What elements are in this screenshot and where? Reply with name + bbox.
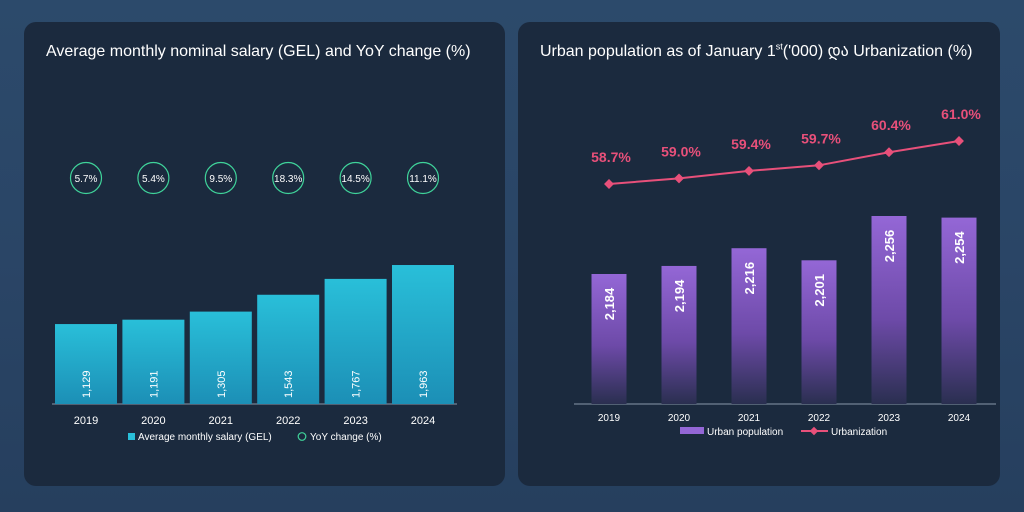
yoy-value-2021: 9.5% xyxy=(209,174,232,185)
salary-value-2021: 1,305 xyxy=(216,370,228,398)
legend-urban-swatch xyxy=(680,427,704,434)
urban-title-sup: st xyxy=(775,41,783,52)
urban-value-2022: 2,201 xyxy=(812,274,827,307)
urban-title-rest: ('000) და Urbanization (%) xyxy=(782,43,973,60)
x-tick-2019: 2019 xyxy=(74,415,98,427)
urbanization-value-2019: 58.7% xyxy=(591,149,631,165)
salary-chart-panel: Average monthly nominal salary (GEL) and… xyxy=(24,22,505,486)
salary-bar-2019 xyxy=(55,324,117,404)
yoy-value-2024: 11.1% xyxy=(409,174,437,185)
urban-value-2023: 2,256 xyxy=(882,230,897,263)
urban-chart-title: Urban population as of January 1st('000)… xyxy=(540,42,980,62)
salary-value-2019: 1,129 xyxy=(81,370,93,398)
urban-value-2020: 2,194 xyxy=(672,279,687,312)
urban-bar-2020 xyxy=(661,265,697,404)
salary-bar-2022 xyxy=(257,294,320,404)
salary-value-2022: 1,543 xyxy=(283,370,295,398)
urban-bar-2019 xyxy=(591,274,627,404)
urbanization-value-2022: 59.7% xyxy=(801,130,841,146)
urbanization-marker-2020 xyxy=(674,173,684,184)
legend-yoy-marker xyxy=(297,432,307,441)
urban-bar-2024 xyxy=(941,217,977,404)
x-tick-2021: 2021 xyxy=(738,413,761,424)
x-tick-2022: 2022 xyxy=(276,415,300,427)
yoy-value-2020: 5.4% xyxy=(142,174,165,185)
urban-chart-panel: Urban population as of January 1st('000)… xyxy=(518,22,1000,486)
salary-chart-title: Average monthly nominal salary (GEL) and… xyxy=(46,43,471,60)
urbanization-value-2021: 59.4% xyxy=(731,136,771,152)
urban-bar-2021 xyxy=(731,248,767,404)
yoy-value-2022: 18.3% xyxy=(274,174,302,185)
urban-bar-2023 xyxy=(871,216,907,404)
salary-value-2024: 1,963 xyxy=(418,370,430,398)
salary-value-2020: 1,191 xyxy=(148,370,160,398)
yoy-circle-2024 xyxy=(406,161,440,195)
x-tick-2020: 2020 xyxy=(668,413,691,424)
urbanization-marker-2021 xyxy=(744,165,754,176)
x-tick-2023: 2023 xyxy=(343,415,367,427)
x-tick-2019: 2019 xyxy=(598,413,621,424)
legend-yoy-label: YoY change (%) xyxy=(310,432,382,443)
urbanization-value-2023: 60.4% xyxy=(871,117,911,133)
urbanization-line xyxy=(608,140,960,185)
salary-chart: 1,129 2019 5.7% 1,191 2020 5.4% 1,305 2021 9.5% 1… xyxy=(52,161,457,443)
legend-urbanization-label: Urbanization xyxy=(831,427,887,438)
salary-bar-2020 xyxy=(122,319,185,404)
salary-bar-2021 xyxy=(189,311,252,404)
salary-value-2023: 1,767 xyxy=(351,370,363,398)
yoy-circle-2019 xyxy=(69,161,103,195)
x-tick-2024: 2024 xyxy=(411,415,435,427)
urbanization-value-2020: 59.0% xyxy=(661,143,701,159)
yoy-circle-2020 xyxy=(137,161,170,195)
urbanization-marker-2022 xyxy=(814,160,824,171)
urbanization-marker-2023 xyxy=(884,147,894,158)
legend-urban-label: Urban population xyxy=(707,427,783,438)
legend-salary-label: Average monthly salary (GEL) xyxy=(138,432,272,443)
legend-salary-swatch xyxy=(128,433,135,440)
legend-urbanization-marker xyxy=(809,426,819,436)
urban-value-2024: 2,254 xyxy=(952,231,967,264)
urbanization-marker-2024 xyxy=(954,136,964,146)
yoy-circle-2023 xyxy=(339,161,372,195)
urbanization-marker-2019 xyxy=(604,179,614,189)
x-tick-2024: 2024 xyxy=(948,413,971,424)
yoy-value-2019: 5.7% xyxy=(75,174,98,185)
x-tick-2022: 2022 xyxy=(808,413,831,424)
yoy-value-2023: 14.5% xyxy=(341,174,369,185)
yoy-circle-2022 xyxy=(272,161,305,195)
urban-value-2021: 2,216 xyxy=(742,262,757,295)
urban-value-2019: 2,184 xyxy=(602,287,617,320)
salary-bar-2024 xyxy=(392,265,454,404)
x-tick-2021: 2021 xyxy=(209,415,233,427)
urban-bar-2022 xyxy=(801,260,837,404)
urban-chart: 2,184 2019 2,194 2020 2,216 2021 2,201 2022 2,25… xyxy=(574,106,996,438)
yoy-circle-2021 xyxy=(204,161,237,195)
x-tick-2023: 2023 xyxy=(878,413,901,424)
urbanization-value-2024: 61.0% xyxy=(941,106,981,122)
salary-bar-2023 xyxy=(324,278,387,404)
x-tick-2020: 2020 xyxy=(141,415,165,427)
urban-title-main: Urban population as of January 1 xyxy=(540,43,776,60)
